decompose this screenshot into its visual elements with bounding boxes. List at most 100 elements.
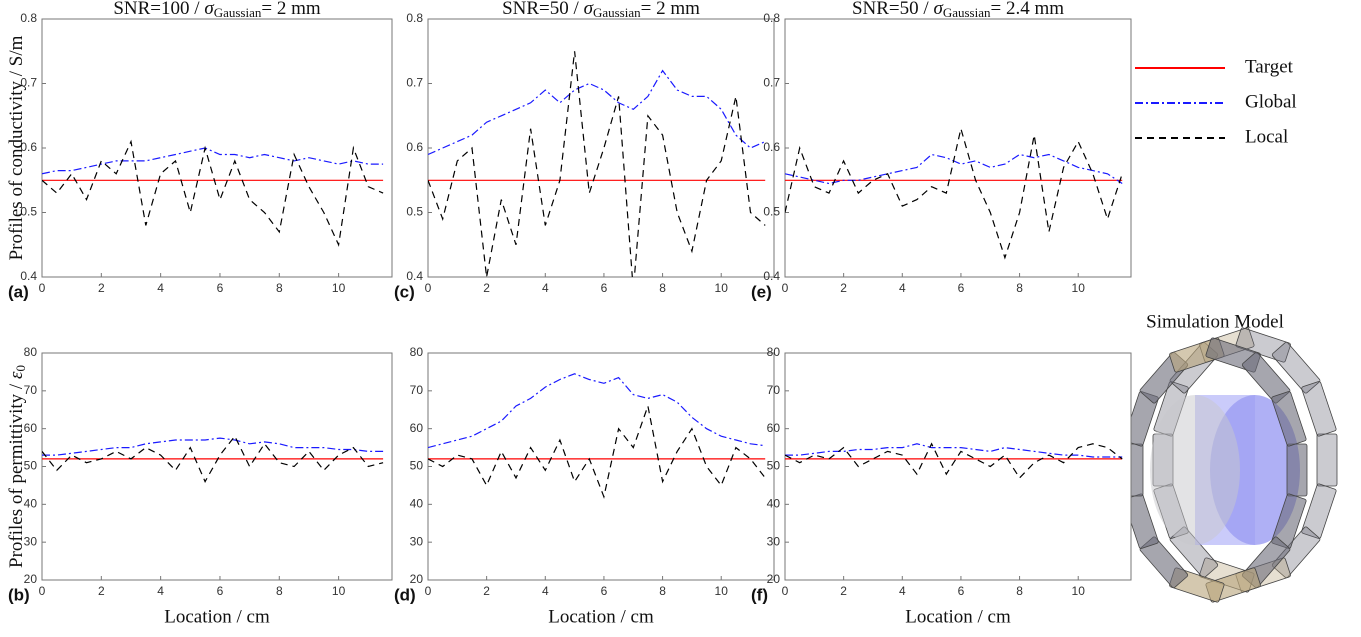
y-tick-label: 50 — [767, 459, 781, 473]
legend-label: Global — [1245, 91, 1297, 112]
y-tick-label: 50 — [410, 459, 424, 473]
x-tick-label: 0 — [782, 584, 789, 598]
panel-label: (f) — [751, 585, 768, 604]
x-tick-label: 6 — [958, 281, 965, 295]
y-tick-label: 20 — [24, 572, 38, 586]
y-tick-label: 0.7 — [20, 76, 37, 90]
y-tick-label: 30 — [410, 534, 424, 548]
x-tick-label: 10 — [715, 584, 729, 598]
panel-label: (a) — [8, 282, 29, 301]
y-tick-label: 70 — [410, 383, 424, 397]
y-tick-label: 0.4 — [763, 269, 780, 283]
y-tick-label: 30 — [24, 534, 38, 548]
series-line — [428, 403, 766, 499]
series-line — [428, 51, 766, 277]
coil-element — [1316, 433, 1338, 487]
y-tick-label: 20 — [410, 572, 424, 586]
coil-element — [1123, 493, 1159, 549]
y-tick-label: 0.7 — [763, 76, 780, 90]
x-tick-label: 4 — [899, 281, 906, 295]
series-line — [428, 373, 766, 449]
series-line — [785, 128, 1123, 260]
x-tick-label: 0 — [39, 584, 46, 598]
column-title-part: SNR=50 / — [852, 0, 933, 19]
y-tick-label: 70 — [767, 383, 781, 397]
x-tick-label: 6 — [601, 281, 608, 295]
x-tick-label: 2 — [840, 281, 847, 295]
y-tick-label: 0.6 — [406, 140, 423, 154]
y-tick-label: 0.5 — [406, 205, 423, 219]
x-tick-label: 4 — [542, 584, 549, 598]
column-title-part: Gaussian — [593, 5, 641, 20]
y-tick-label: 0.8 — [406, 11, 423, 25]
column-title-part: σ — [933, 0, 943, 19]
column-title-part: = 2.4 mm — [990, 0, 1064, 19]
column-title-part: Gaussian — [943, 5, 991, 20]
x-tick-label: 4 — [157, 281, 164, 295]
y-tick-label: 60 — [24, 421, 38, 435]
x-tick-label: 10 — [1072, 584, 1086, 598]
y-axis-label-part: ε — [6, 371, 27, 379]
column-title: SNR=100 / σGaussian= 2 mm — [113, 0, 321, 20]
column-title: SNR=50 / σGaussian= 2 mm — [502, 0, 700, 20]
y-tick-label: 40 — [767, 497, 781, 511]
series-line — [42, 139, 384, 247]
x-tick-label: 2 — [98, 281, 105, 295]
y-axis-label-part: 0 — [13, 365, 28, 372]
column-title-part: SNR=100 / — [113, 0, 204, 19]
plot-area — [784, 352, 1132, 581]
y-tick-label: 30 — [767, 534, 781, 548]
x-tick-label: 4 — [157, 584, 164, 598]
x-tick-label: 4 — [542, 281, 549, 295]
coil-element — [1286, 443, 1308, 497]
x-tick-label: 8 — [1016, 584, 1023, 598]
y-tick-label: 80 — [24, 345, 38, 359]
panel-label: (b) — [8, 585, 30, 604]
y-tick-label: 0.6 — [763, 140, 780, 154]
series-line — [42, 147, 384, 175]
column-title-part: = 2 mm — [261, 0, 320, 19]
y-tick-label: 60 — [410, 421, 424, 435]
series-line — [785, 442, 1123, 479]
x-tick-label: 6 — [217, 584, 224, 598]
y-axis-label: Profiles of permittivity / ε0 — [6, 365, 28, 568]
x-tick-label: 8 — [1016, 281, 1023, 295]
legend-label: Local — [1245, 126, 1288, 147]
model-title: Simulation Model — [1146, 311, 1284, 332]
series-line — [785, 443, 1123, 458]
x-tick-label: 4 — [899, 584, 906, 598]
x-axis-label: Location / cm — [548, 606, 654, 627]
coil-element — [1271, 341, 1321, 394]
x-tick-label: 8 — [659, 584, 666, 598]
x-tick-label: 2 — [483, 584, 490, 598]
x-tick-label: 2 — [483, 281, 490, 295]
y-tick-label: 40 — [24, 497, 38, 511]
coil-element — [1301, 381, 1337, 437]
x-tick-label: 10 — [332, 584, 346, 598]
y-tick-label: 80 — [767, 345, 781, 359]
coil-element — [1271, 391, 1307, 447]
plot-area — [784, 18, 1132, 278]
y-tick-label: 60 — [767, 421, 781, 435]
x-tick-label: 10 — [1072, 281, 1086, 295]
y-tick-label: 0.4 — [20, 269, 37, 283]
phantom-front — [1150, 395, 1240, 545]
x-tick-label: 6 — [601, 584, 608, 598]
x-tick-label: 0 — [425, 281, 432, 295]
x-axis-label: Location / cm — [905, 606, 1011, 627]
coil-element — [1301, 483, 1337, 539]
x-tick-label: 8 — [659, 281, 666, 295]
y-tick-label: 0.4 — [406, 269, 423, 283]
x-tick-label: 10 — [332, 281, 346, 295]
y-axis-label: Profiles of conductivity / S/m — [6, 35, 27, 260]
x-tick-label: 2 — [840, 584, 847, 598]
x-tick-label: 0 — [425, 584, 432, 598]
x-tick-label: 6 — [217, 281, 224, 295]
x-tick-label: 0 — [782, 281, 789, 295]
series-line — [42, 437, 384, 456]
y-tick-label: 0.5 — [763, 205, 780, 219]
column-title-part: σ — [584, 0, 594, 19]
x-tick-label: 8 — [276, 584, 283, 598]
column-title-part: SNR=50 / — [502, 0, 583, 19]
